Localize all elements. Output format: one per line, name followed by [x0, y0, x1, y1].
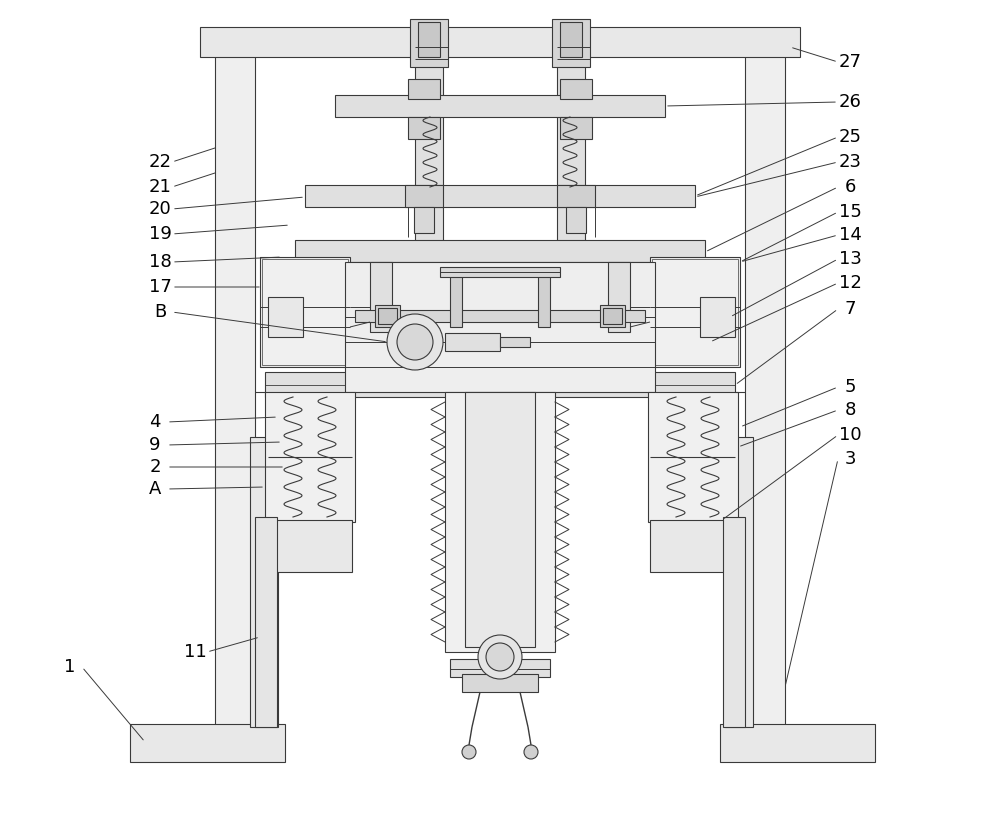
Text: 18: 18	[149, 253, 171, 271]
Bar	[215, 47, 255, 727]
Bar	[462, 674, 538, 692]
Bar	[414, 207, 434, 233]
Bar	[700, 297, 735, 337]
Bar	[600, 305, 625, 327]
Bar	[268, 297, 303, 337]
Bar	[378, 308, 397, 324]
Text: 3: 3	[844, 450, 856, 468]
Bar	[415, 52, 443, 357]
Text: 25: 25	[838, 128, 862, 146]
Bar	[745, 47, 785, 727]
Bar	[265, 392, 355, 522]
Bar	[268, 520, 352, 572]
Bar	[557, 185, 595, 207]
Bar	[200, 27, 800, 57]
Bar	[260, 257, 350, 367]
Bar	[500, 337, 530, 347]
Text: 26: 26	[839, 93, 861, 111]
Bar	[410, 19, 448, 67]
Bar	[450, 272, 462, 327]
Text: 22: 22	[148, 153, 172, 171]
Text: B: B	[154, 303, 166, 321]
Bar	[445, 333, 500, 351]
Bar	[560, 22, 582, 57]
Bar	[648, 392, 738, 522]
Bar	[295, 240, 705, 262]
Text: 10: 10	[839, 426, 861, 444]
Bar	[560, 117, 592, 139]
Text: 23: 23	[838, 153, 862, 171]
Bar	[445, 392, 555, 652]
Bar	[305, 185, 695, 207]
Bar	[720, 724, 875, 762]
Bar	[440, 267, 560, 277]
Text: 1: 1	[64, 658, 76, 676]
Bar	[608, 262, 630, 332]
Circle shape	[387, 314, 443, 370]
Circle shape	[462, 745, 476, 759]
Bar	[450, 659, 550, 677]
Text: 2: 2	[149, 458, 161, 476]
Text: 20: 20	[149, 200, 171, 218]
Circle shape	[478, 635, 522, 679]
Bar	[725, 437, 753, 727]
Text: 17: 17	[149, 278, 171, 296]
Circle shape	[397, 324, 433, 360]
Bar	[408, 117, 440, 139]
Bar	[370, 262, 392, 332]
Text: 15: 15	[839, 203, 861, 221]
Text: 9: 9	[149, 436, 161, 454]
Text: 8: 8	[844, 401, 856, 419]
Text: 12: 12	[839, 274, 861, 292]
Text: 13: 13	[839, 250, 861, 268]
Circle shape	[486, 643, 514, 671]
Bar	[130, 724, 285, 762]
Bar	[375, 305, 400, 327]
Bar	[552, 19, 590, 67]
Text: 7: 7	[844, 300, 856, 318]
Bar	[465, 392, 535, 647]
Text: 6: 6	[844, 178, 856, 196]
Text: 11: 11	[184, 643, 206, 661]
Bar	[603, 308, 622, 324]
Bar	[723, 517, 745, 727]
Bar	[405, 185, 443, 207]
Bar	[408, 79, 440, 99]
Text: 19: 19	[149, 225, 171, 243]
Bar	[652, 259, 738, 365]
Bar	[265, 372, 735, 397]
Bar	[262, 259, 348, 365]
Text: 21: 21	[149, 178, 171, 196]
Text: 27: 27	[838, 53, 862, 71]
Bar	[560, 79, 592, 99]
Text: 4: 4	[149, 413, 161, 431]
Bar	[650, 520, 734, 572]
Bar	[355, 310, 645, 322]
Bar	[255, 517, 277, 727]
Bar	[250, 437, 278, 727]
Bar	[650, 257, 740, 367]
Bar	[418, 22, 440, 57]
Text: 5: 5	[844, 378, 856, 396]
Bar	[566, 207, 586, 233]
Bar	[345, 262, 655, 392]
Bar	[335, 95, 665, 117]
Bar	[557, 52, 585, 357]
Bar	[538, 272, 550, 327]
Text: A: A	[149, 480, 161, 498]
Circle shape	[524, 745, 538, 759]
Text: 14: 14	[839, 226, 861, 244]
